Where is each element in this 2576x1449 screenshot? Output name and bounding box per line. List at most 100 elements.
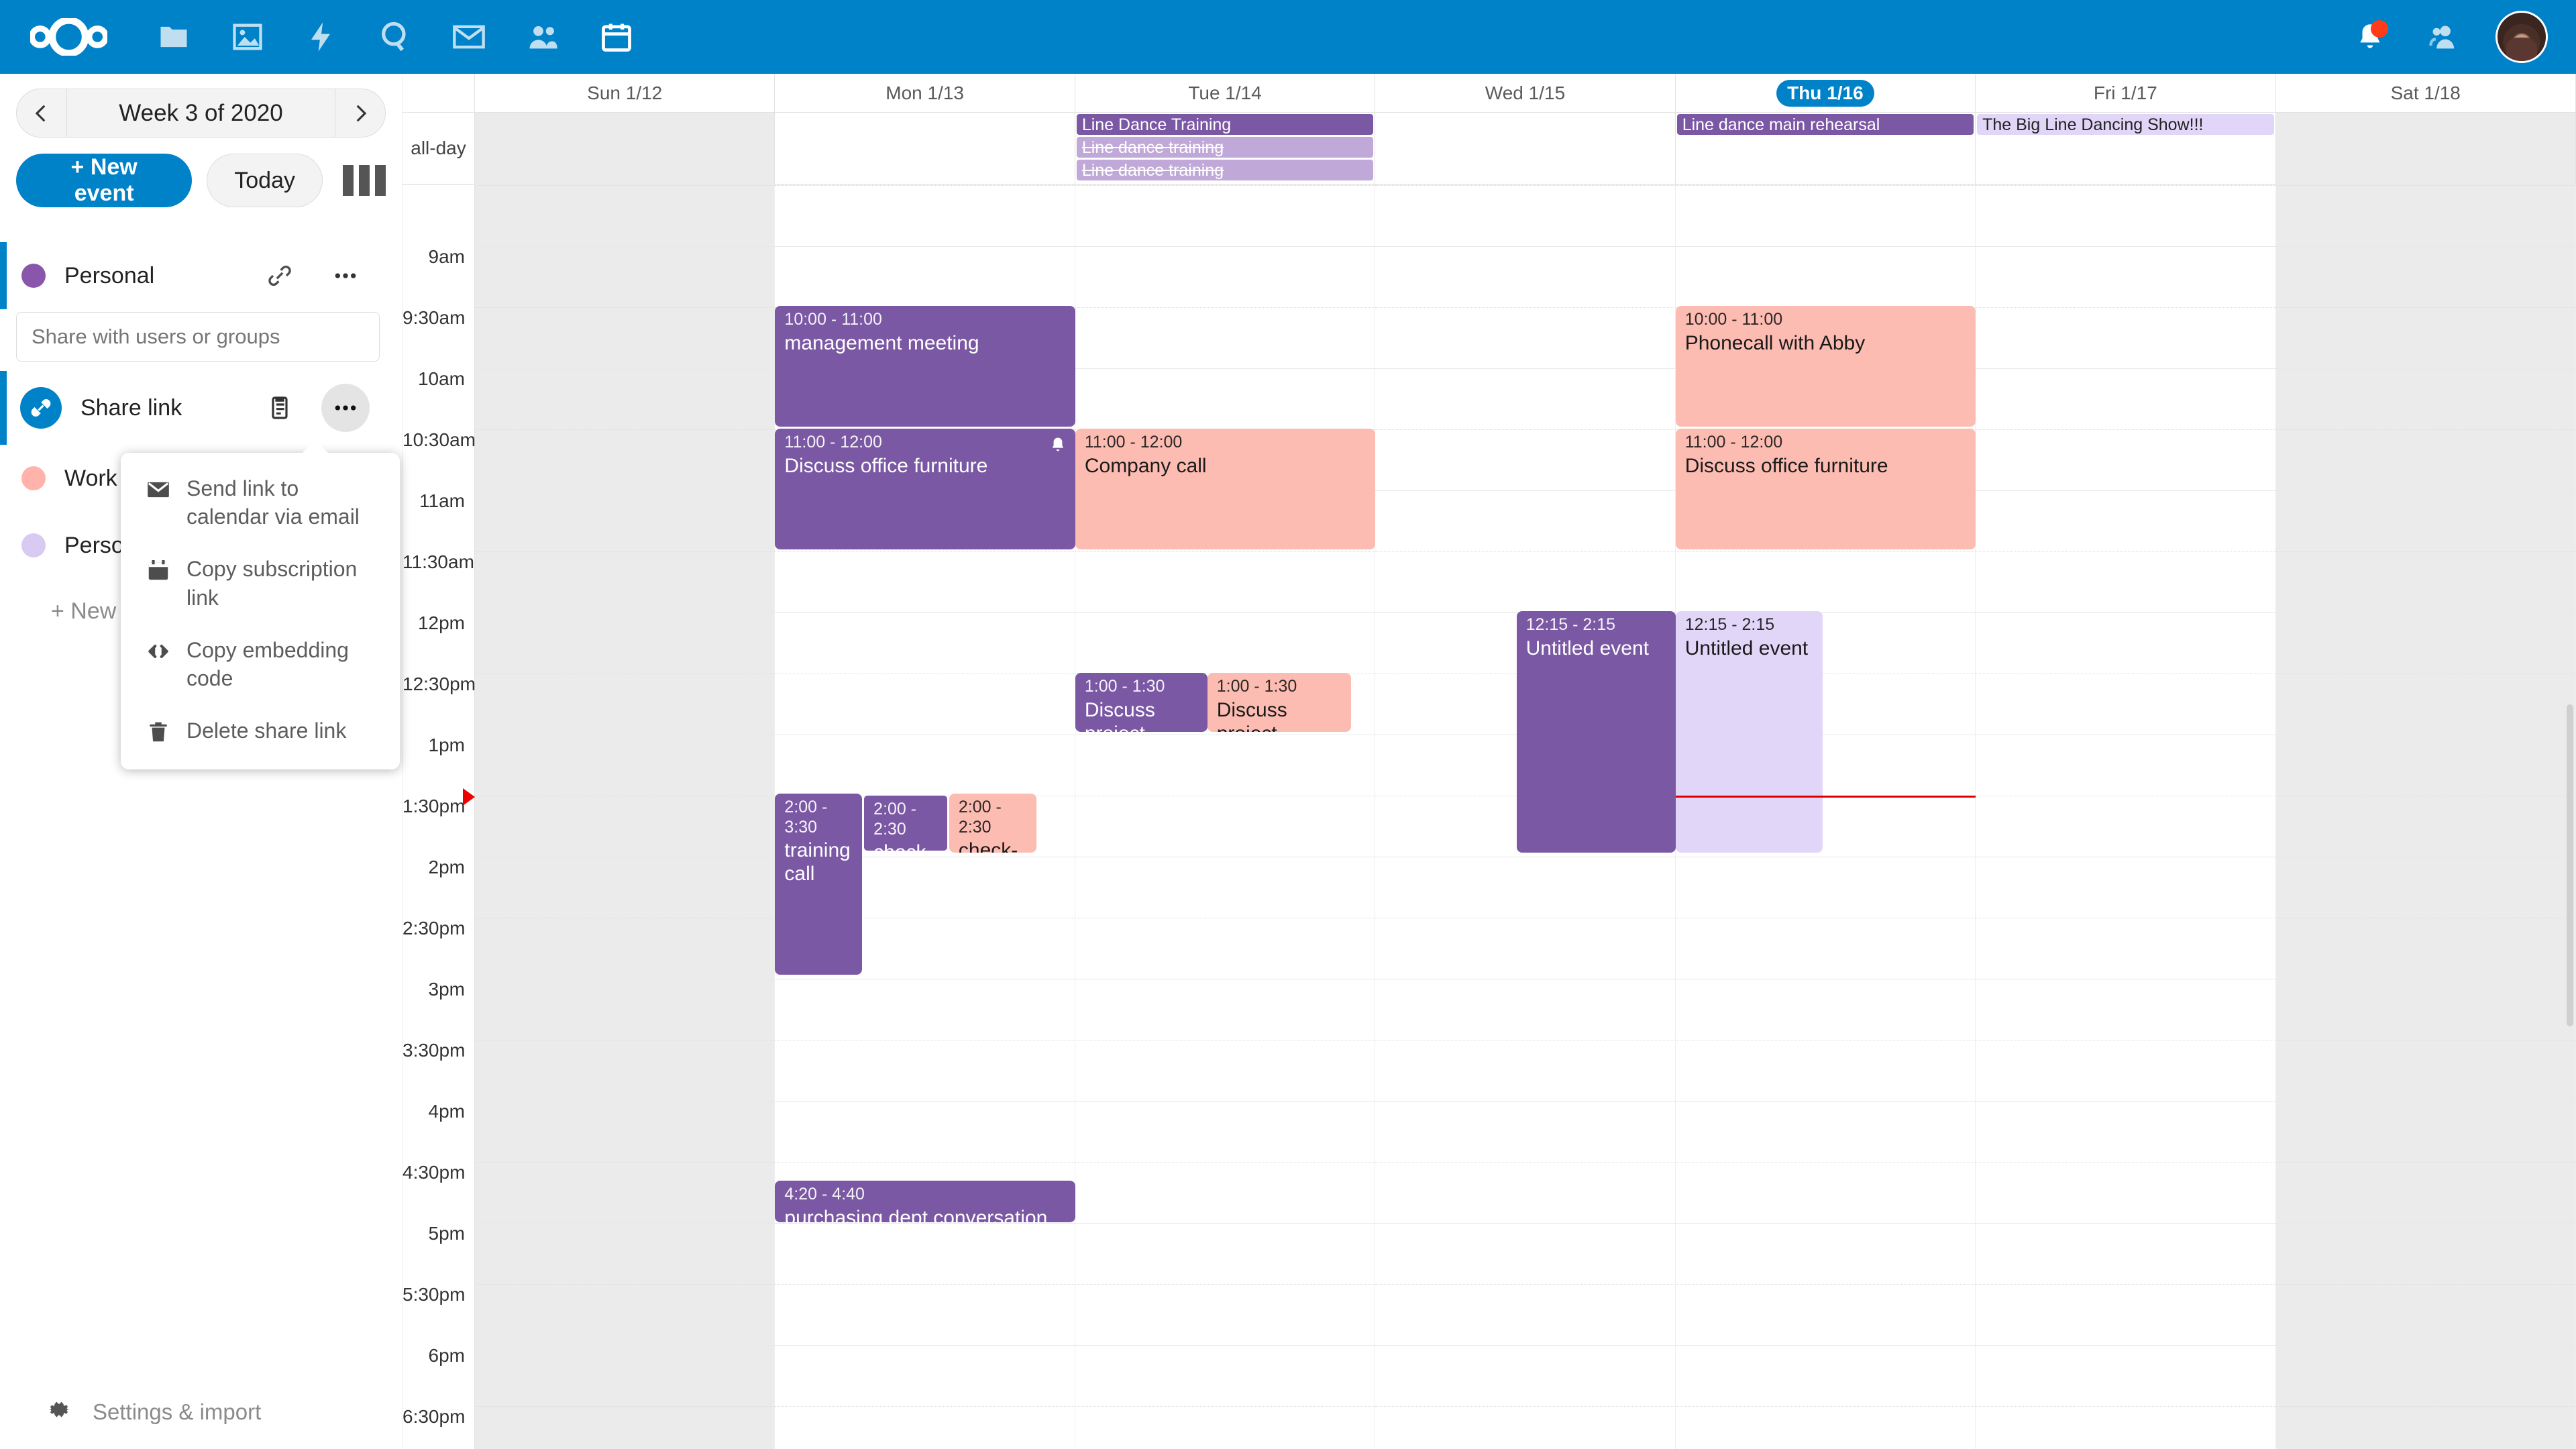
grid-cell[interactable] [1976,551,2276,612]
search-icon[interactable] [358,0,432,74]
grid-cell[interactable] [1075,1345,1376,1406]
today-button[interactable]: Today [207,154,323,207]
all-day-event[interactable]: Line dance training [1076,160,1374,180]
all-day-cell-thu[interactable]: Line dance main rehearsal [1676,113,1976,184]
grid-cell[interactable] [1075,796,1376,857]
grid-cell[interactable] [2275,429,2576,490]
grid-cell[interactable] [2275,1101,2576,1162]
grid-cell[interactable] [1675,918,1976,979]
grid-cell[interactable] [475,1162,775,1223]
grid-cell[interactable] [475,612,775,674]
grid-cell[interactable] [475,185,775,246]
calendar-event[interactable]: 1:00 - 1:30 Discuss project announcement [1207,673,1352,732]
menu-item-copy-embedding-code[interactable]: Copy embedding code [121,624,400,704]
new-calendar-button[interactable]: + New c [0,579,402,643]
grid-cell[interactable] [775,735,1075,796]
grid-cell[interactable] [1075,612,1376,674]
grid-cell[interactable] [1976,857,2276,918]
grid-cell[interactable] [1675,185,1976,246]
share-link-menu-three-dots-icon[interactable] [321,384,370,432]
grid-cell[interactable] [1375,979,1676,1040]
grid-cell[interactable] [2275,612,2576,674]
calendar-event[interactable]: 1:00 - 1:30 Discuss project announcement [1075,673,1208,732]
grid-cell[interactable] [1976,429,2276,490]
prev-week-button[interactable] [17,89,66,137]
grid-cell[interactable] [1075,551,1376,612]
grid-cell[interactable] [1675,979,1976,1040]
grid-cell[interactable] [1375,429,1676,490]
grid-cell[interactable] [1375,490,1676,551]
calendar-event[interactable]: 12:15 - 2:15 Untitled event [1675,611,1823,853]
grid-cell[interactable] [475,1101,775,1162]
contacts-menu-icon[interactable] [2407,0,2481,74]
grid-cell[interactable] [1075,1284,1376,1345]
grid-cell[interactable] [2275,490,2576,551]
grid-cell[interactable] [2275,1284,2576,1345]
grid-cell[interactable] [1675,735,1976,796]
grid-cell[interactable] [1976,735,2276,796]
grid-cell[interactable] [1675,1101,1976,1162]
grid-cell[interactable] [1075,857,1376,918]
notifications-bell-icon[interactable] [2333,0,2407,74]
grid-cell[interactable] [1976,307,2276,368]
grid-cell[interactable] [1375,246,1676,307]
menu-item-send-link-email[interactable]: Send link to calendar via email [121,462,400,543]
grid-cell[interactable] [1976,368,2276,429]
grid-cell[interactable] [1976,612,2276,674]
grid-cell[interactable] [1075,246,1376,307]
activity-icon[interactable] [284,0,358,74]
grid-cell[interactable] [475,735,775,796]
grid-cell[interactable] [2275,735,2576,796]
menu-item-delete-share-link[interactable]: Delete share link [121,704,400,757]
grid-cell[interactable] [2275,368,2576,429]
grid-cell[interactable] [1075,1101,1376,1162]
grid-cell[interactable] [475,796,775,857]
grid-cell[interactable] [775,1345,1075,1406]
day-header-fri[interactable]: Fri 1/17 [1976,74,2276,112]
all-day-cell-tue[interactable]: Line Dance Training Line dance training Li… [1075,113,1376,184]
contacts-icon[interactable] [506,0,580,74]
calendar-item-personal[interactable]: Personal [0,242,402,309]
all-day-event[interactable]: The Big Line Dancing Show!!! [1977,114,2274,135]
grid-cell[interactable] [1976,1162,2276,1223]
all-day-event[interactable]: Line Dance Training [1076,114,1374,135]
grid-cell[interactable] [1375,551,1676,612]
grid-cell[interactable] [1976,1223,2276,1284]
grid-cell[interactable] [1675,1406,1976,1449]
grid-cell[interactable] [1976,185,2276,246]
grid-cell[interactable] [775,185,1075,246]
grid-cell[interactable] [1075,1162,1376,1223]
grid-cell[interactable] [1375,185,1676,246]
day-header-sun[interactable]: Sun 1/12 [475,74,775,112]
grid-cell[interactable] [1375,918,1676,979]
grid-cell[interactable] [1976,979,2276,1040]
grid-cell[interactable] [775,1284,1075,1345]
grid-cell[interactable] [1976,246,2276,307]
grid-cell[interactable] [775,979,1075,1040]
grid-cell[interactable] [2275,1223,2576,1284]
grid-cell[interactable] [1075,1406,1376,1449]
grid-cell[interactable] [475,979,775,1040]
share-with-users-input[interactable] [16,312,380,362]
grid-cell[interactable] [1075,918,1376,979]
grid-cell[interactable] [475,857,775,918]
grid-cell[interactable] [2275,185,2576,246]
grid-cell[interactable] [475,551,775,612]
grid-cell[interactable] [475,490,775,551]
all-day-cell-sun[interactable] [475,113,775,184]
grid-cell[interactable] [1375,857,1676,918]
week-label[interactable]: Week 3 of 2020 [66,89,335,137]
grid-cell[interactable] [1075,307,1376,368]
next-week-button[interactable] [335,89,385,137]
day-header-thu[interactable]: Thu 1/16 [1676,74,1976,112]
all-day-event[interactable]: Line dance training [1076,137,1374,158]
settings-and-import-button[interactable]: Settings & import [0,1375,402,1449]
grid-cell[interactable] [775,612,1075,674]
all-day-cell-mon[interactable] [775,113,1075,184]
nextcloud-logo-icon[interactable] [30,17,107,57]
calendar-event[interactable]: 2:00 - 2:30 check-in [862,794,949,853]
grid-cell[interactable] [1675,1040,1976,1101]
grid-cell[interactable] [475,307,775,368]
grid-cell[interactable] [475,674,775,735]
grid-cell[interactable] [1375,1406,1676,1449]
